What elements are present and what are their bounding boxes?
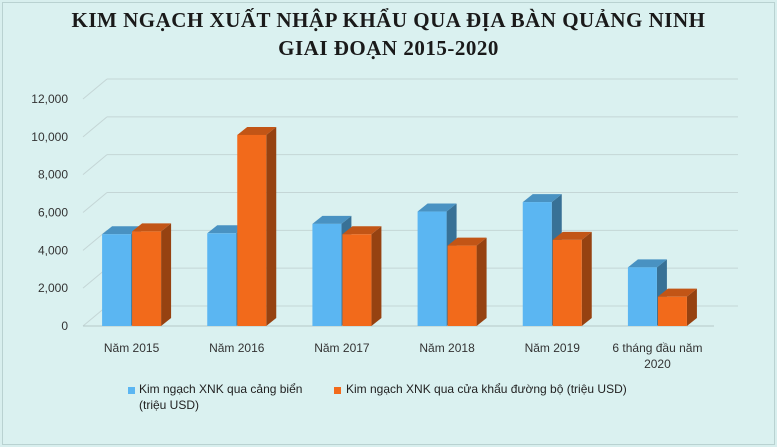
bar-side xyxy=(581,231,592,326)
bar-seaport xyxy=(417,211,447,326)
bar-road xyxy=(237,134,267,326)
bar-top xyxy=(657,288,697,297)
chart-title-line2: GIAI ĐOẠN 2015-2020 xyxy=(278,36,499,60)
bar-road xyxy=(657,296,687,326)
bar-top xyxy=(627,259,667,268)
y-tick-label: 12,000 xyxy=(31,92,68,106)
bar-seaport xyxy=(102,234,132,326)
y-tick-label: 2,000 xyxy=(38,281,68,295)
legend-swatch-road xyxy=(334,387,341,394)
x-tick-label: Năm 2019 xyxy=(525,341,581,355)
bar-top xyxy=(237,126,277,135)
bar-top xyxy=(447,237,487,246)
bar-seaport xyxy=(522,202,552,326)
gridline-slant xyxy=(82,192,108,213)
gridline-slant xyxy=(82,116,108,138)
bar-road xyxy=(132,231,162,326)
bar-road xyxy=(447,245,477,326)
bar-seaport xyxy=(312,223,342,326)
legend-label-seaport: Kim ngạch XNK qua cảng biển (triệu USD) xyxy=(139,382,303,412)
bar-top xyxy=(207,225,247,234)
bar-side xyxy=(371,226,382,326)
x-tick-label: 2020 xyxy=(644,357,671,371)
legend-swatch-seaport xyxy=(128,387,135,394)
y-tick-label: 4,000 xyxy=(38,243,68,257)
bar-top xyxy=(417,203,457,212)
y-tick-label: 8,000 xyxy=(38,168,68,182)
bar-top xyxy=(132,223,172,232)
legend-label-road: Kim ngạch XNK qua cửa khẩu đường bộ (tri… xyxy=(346,382,627,396)
chart-title-line1: KIM NGẠCH XUẤT NHẬP KHẨU QUA ĐỊA BÀN QUẢ… xyxy=(71,8,706,32)
bar-road xyxy=(552,239,582,326)
x-tick-label: Năm 2018 xyxy=(419,341,475,355)
x-tick-label: Năm 2016 xyxy=(209,341,265,355)
bar-seaport xyxy=(627,267,657,326)
x-tick-label: Năm 2017 xyxy=(314,341,370,355)
bar-side xyxy=(161,223,172,326)
bar-side xyxy=(476,237,487,326)
y-tick-label: 6,000 xyxy=(38,206,68,220)
bar-side xyxy=(266,126,277,326)
y-tick-label: 0 xyxy=(61,319,68,333)
bar-seaport xyxy=(207,233,237,326)
x-tick-label: Năm 2015 xyxy=(104,341,160,355)
gridline-slant xyxy=(82,154,108,176)
bar-road xyxy=(342,234,372,326)
x-tick-label: 6 tháng đầu năm xyxy=(612,341,702,355)
y-tick-label: 10,000 xyxy=(31,130,68,144)
gridline-slant xyxy=(82,78,108,100)
bar-top xyxy=(102,226,142,235)
bar-top xyxy=(342,226,382,235)
bar-top xyxy=(552,231,592,240)
bar-top xyxy=(522,194,562,203)
bar-side xyxy=(686,288,697,326)
bar-top xyxy=(312,215,352,224)
